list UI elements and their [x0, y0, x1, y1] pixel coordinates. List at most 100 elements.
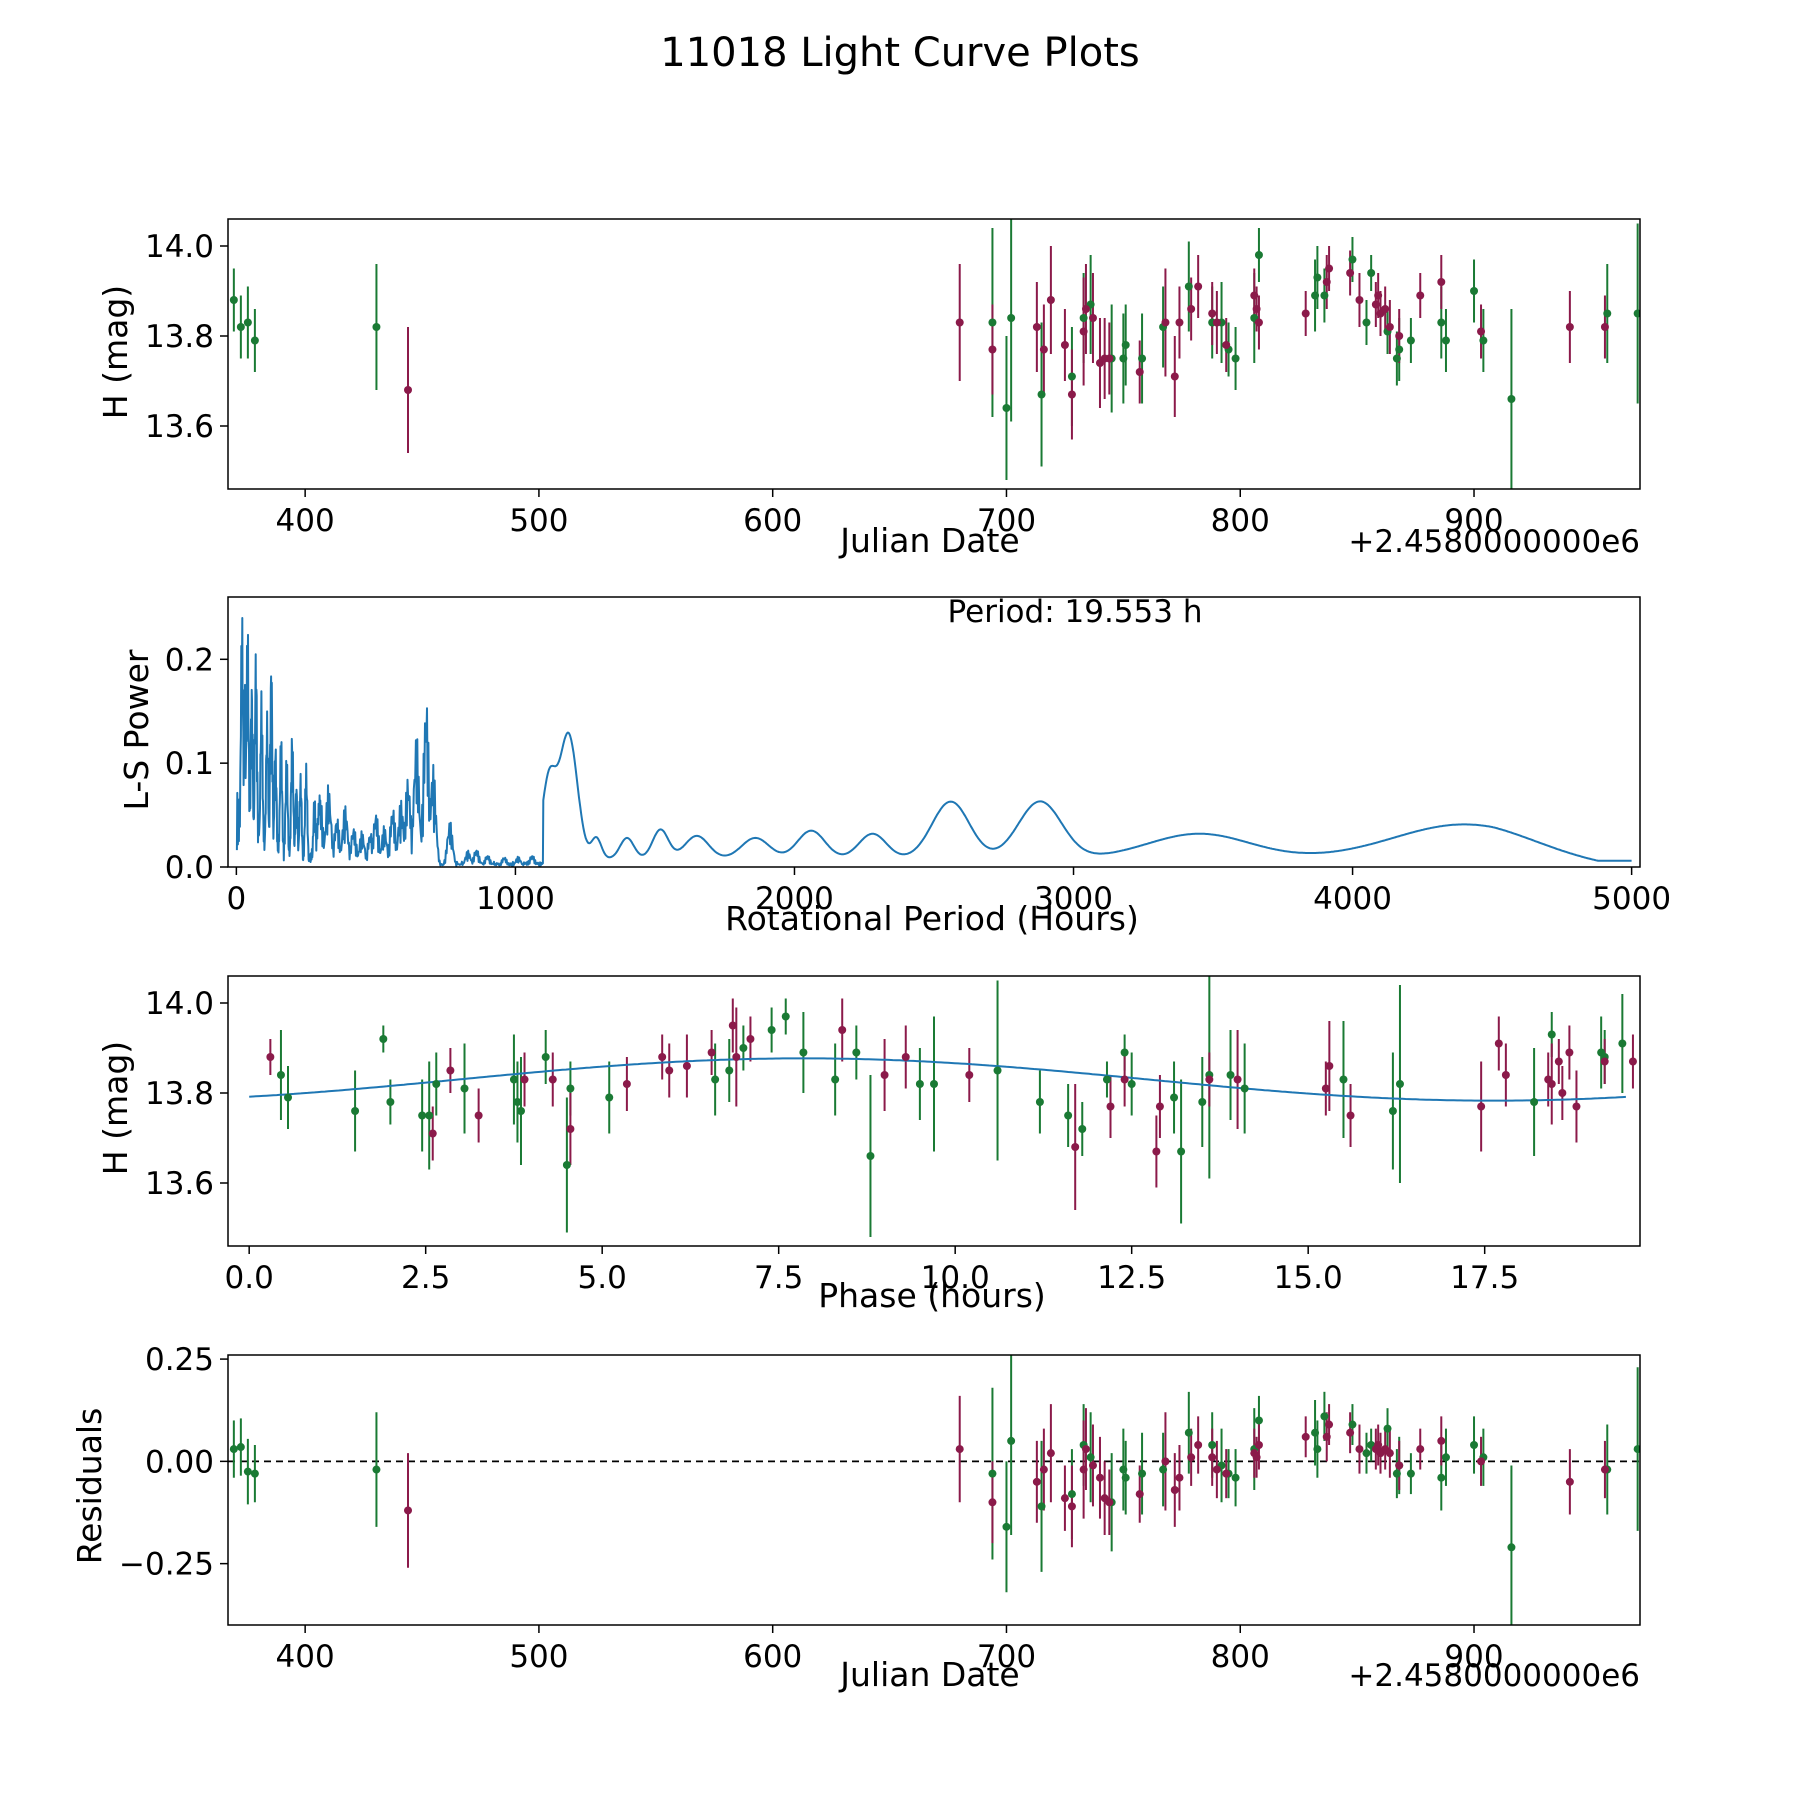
lightcurve-point-maroon [1325, 264, 1334, 273]
phased-point-green [605, 1093, 614, 1102]
phased-point-green [276, 1071, 285, 1079]
lightcurve-point-maroon [1252, 305, 1261, 313]
periodogram-ytick-label: 0.1 [165, 746, 214, 782]
lightcurve-point-maroon [1371, 300, 1380, 309]
lightcurve-point-green [1392, 354, 1401, 363]
lightcurve-point-green [1184, 282, 1193, 291]
residuals-xlabel: Julian Date [838, 1655, 1020, 1694]
lightcurve-point-maroon [1301, 309, 1310, 318]
lightcurve-point-maroon [1187, 305, 1196, 313]
periodogram-xtick-label: 0 [227, 881, 247, 917]
phased-point-green [930, 1080, 938, 1088]
phased-point-green [767, 1026, 776, 1034]
phased-axes-frame [227, 975, 1641, 1247]
phased-xtick-label: 2.5 [401, 1260, 450, 1296]
residuals-point-green [1311, 1428, 1320, 1437]
residuals-point-maroon [1208, 1453, 1217, 1462]
lightcurve-point-green [1121, 341, 1130, 349]
lightcurve-point-maroon [1032, 323, 1041, 331]
lightcurve-point-maroon [1374, 291, 1383, 300]
lightcurve-point-maroon [1322, 278, 1331, 286]
phased-xtick-label: 12.5 [1097, 1260, 1166, 1296]
residuals-point-maroon [1222, 1469, 1231, 1478]
phased-point-green [1198, 1098, 1207, 1106]
lightcurve-point-green [988, 318, 997, 327]
phased-xtick-label: 0.0 [225, 1260, 274, 1296]
lightcurve-xtick-label: 400 [276, 503, 335, 539]
lightcurve-point-maroon [1208, 309, 1217, 318]
lightcurve-point-green [250, 336, 259, 345]
residuals-point-green [1159, 1465, 1168, 1474]
lightcurve-point-green [1441, 336, 1450, 345]
residuals-point-green [1037, 1502, 1046, 1511]
lightcurve-ytick-label: 13.6 [145, 409, 214, 445]
residuals-point-maroon [955, 1445, 964, 1454]
residuals-point-green [372, 1465, 381, 1474]
lightcurve-point-maroon [1250, 291, 1259, 300]
lightcurve-point-maroon [1088, 314, 1097, 322]
lightcurve-point-maroon [1135, 368, 1144, 376]
lightcurve-point-green [1067, 372, 1076, 381]
residuals-point-maroon [1170, 1486, 1179, 1494]
phased-point-green [725, 1066, 734, 1075]
phased-point-maroon [1547, 1080, 1556, 1088]
periodogram-ytick-label: 0.2 [165, 642, 214, 678]
periodogram-xtick-label: 4000 [1313, 881, 1392, 917]
phased-model-curve [249, 1057, 1626, 1102]
lightcurve-point-maroon [1254, 318, 1263, 327]
lightcurve-point-green [1603, 309, 1612, 318]
phased-point-green [379, 1035, 388, 1043]
phased-point-green [1177, 1147, 1186, 1156]
periodogram-ylabel: L-S Power [117, 649, 156, 810]
lightcurve-point-maroon [1105, 354, 1114, 363]
residuals-point-maroon [1135, 1490, 1144, 1499]
residuals-point-green [1383, 1424, 1392, 1433]
phased-point-green [831, 1075, 840, 1084]
residuals-point-maroon [1374, 1441, 1383, 1449]
periodogram-xlabel: Rotational Period (Hours) [725, 899, 1139, 938]
lightcurve-point-green [1479, 336, 1488, 345]
lightcurve-point-maroon [404, 386, 413, 394]
phased-point-green [1170, 1093, 1179, 1102]
residuals-point-maroon [1161, 1457, 1170, 1466]
lightcurve-xtick-label: 800 [1211, 503, 1270, 539]
residuals-point-green [1231, 1473, 1240, 1482]
phased-point-green [993, 1066, 1002, 1075]
lightcurve-point-maroon [1600, 323, 1609, 331]
phased-point-maroon [1205, 1075, 1214, 1084]
phased-xlabel: Phase (hours) [818, 1276, 1046, 1315]
phased-point-green [1120, 1048, 1129, 1057]
lightcurve-point-maroon [1060, 341, 1069, 349]
lightcurve-point-green [1406, 336, 1415, 345]
phased-point-maroon [1554, 1057, 1563, 1066]
phased-point-maroon [880, 1071, 889, 1079]
phased-point-maroon [1155, 1102, 1164, 1111]
residuals-point-green [1406, 1469, 1415, 1478]
phased-point-green [516, 1107, 525, 1115]
residuals-ylabel: Residuals [70, 1408, 109, 1565]
residuals-point-green [1002, 1522, 1011, 1531]
periodogram-annotation: Period: 19.553 h [948, 594, 1203, 630]
residuals-point-green [988, 1469, 997, 1478]
lightcurve-point-green [229, 296, 238, 304]
residuals-point-maroon [1079, 1465, 1088, 1474]
residuals-ytick-label: 0.25 [145, 1342, 214, 1378]
phased-point-maroon [707, 1048, 716, 1057]
phased-point-green [541, 1053, 550, 1061]
phased-point-green [1395, 1080, 1404, 1088]
lightcurve-point-green [1079, 314, 1088, 322]
phased-point-green [562, 1161, 571, 1169]
phased-point-green [284, 1093, 293, 1102]
phased-point-green [432, 1080, 441, 1088]
lightcurve-point-maroon [1046, 296, 1055, 304]
phased-plot-area [249, 976, 1637, 1237]
lightcurve-point-maroon [1170, 372, 1179, 381]
residuals-xtick-label: 500 [509, 1639, 568, 1675]
residuals-point-maroon [1565, 1477, 1574, 1486]
phased-point-maroon [566, 1125, 575, 1133]
phased-point-green [1035, 1098, 1044, 1106]
phased-point-maroon [1477, 1102, 1486, 1111]
phased-point-maroon [1120, 1075, 1129, 1084]
lightcurve-point-maroon [1477, 327, 1486, 336]
